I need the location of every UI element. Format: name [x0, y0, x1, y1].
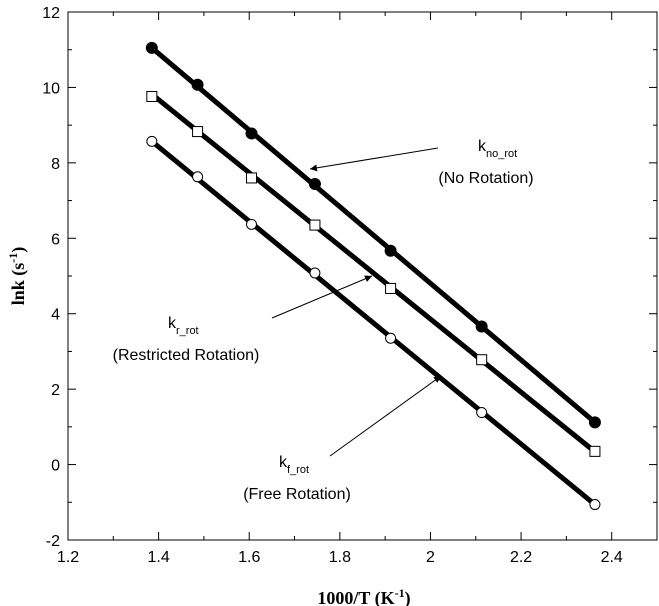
y-tick-label: 6 [51, 231, 60, 248]
x-tick-label: 1.2 [57, 549, 79, 566]
data-point-series-3 [476, 407, 488, 419]
data-point-series-1 [588, 416, 601, 429]
annotation-description: (Restricted Rotation) [113, 347, 260, 364]
annotation-k-letter: k [168, 315, 177, 332]
annotation-k-label: kr_rot [168, 315, 199, 337]
annotation-arrow [329, 375, 442, 457]
annotation-k-subscript: f_rot [287, 464, 309, 476]
annotation-k-letter: k [478, 138, 487, 155]
data-point-series-3 [309, 267, 321, 279]
x-tick-label: 1.6 [238, 549, 260, 566]
fit-line-series-3 [150, 139, 597, 507]
y-axis-title-close: ) [8, 247, 29, 253]
data-point-series-3 [589, 499, 601, 511]
x-tick-label: 1.4 [147, 549, 169, 566]
x-axis-title-sup: -1 [395, 586, 405, 600]
fit-line-series-1 [150, 45, 597, 425]
data-point-series-3 [385, 332, 397, 344]
data-point-series-3 [146, 135, 158, 147]
data-point-series-1 [191, 78, 204, 91]
x-tick-label: 2 [426, 549, 435, 566]
y-tick-label: 12 [42, 5, 60, 22]
x-tick-label: 2.4 [601, 549, 623, 566]
annotation-description: (No Rotation) [438, 170, 533, 187]
x-axis-title-close: ) [405, 588, 411, 606]
y-tick-label: 0 [51, 458, 60, 475]
y-tick-label: -2 [46, 533, 60, 550]
data-point-series-1 [384, 244, 397, 257]
y-tick-label: 2 [51, 382, 60, 399]
annotation-description: (Free Rotation) [243, 486, 351, 503]
annotation-k-letter: k [279, 454, 288, 471]
x-axis: 1.2 1.4 1.6 1.8 2 2.2 2.4 [57, 12, 623, 566]
x-tick-label: 2.2 [510, 549, 532, 566]
y-axis-title-sup: -1 [6, 253, 20, 263]
data-point-series-1 [245, 127, 258, 140]
y-axis: -2 0 2 4 6 8 10 12 [42, 5, 657, 550]
y-tick-label: 10 [42, 80, 60, 97]
data-point-series-2 [385, 282, 397, 294]
fit-lines [150, 45, 597, 507]
annotations: kno_rot(No Rotation)kr_rot(Restricted Ro… [113, 138, 534, 503]
annotation-k-subscript: r_rot [176, 325, 199, 337]
annotation-arrow [271, 275, 373, 319]
data-point-series-2 [192, 126, 204, 138]
data-point-series-1 [475, 320, 488, 333]
data-points [145, 41, 601, 511]
annotation-k-label: kno_rot [478, 138, 517, 160]
x-tick-label: 1.8 [329, 549, 351, 566]
data-point-series-1 [308, 177, 321, 190]
annotation-arrow [309, 147, 439, 172]
annotation-k-subscript: no_rot [486, 148, 517, 160]
data-point-series-3 [245, 218, 257, 230]
y-axis-title: lnk (s-1) [6, 247, 29, 306]
data-point-series-1 [145, 41, 158, 54]
y-tick-label: 8 [51, 156, 60, 173]
x-axis-title: 1000/T (K-1) [317, 586, 410, 606]
data-point-series-2 [476, 354, 488, 366]
y-axis-title-main: lnk (s [8, 263, 29, 306]
data-point-series-2 [146, 90, 158, 102]
data-point-series-3 [192, 171, 204, 183]
fit-line-series-2 [150, 92, 597, 454]
y-tick-label: 4 [51, 307, 60, 324]
data-point-series-2 [309, 219, 321, 231]
x-axis-title-main: 1000/T (K [317, 588, 394, 606]
annotation-k-label: kf_rot [279, 454, 309, 476]
data-point-series-2 [245, 172, 257, 184]
data-point-series-2 [589, 445, 601, 457]
